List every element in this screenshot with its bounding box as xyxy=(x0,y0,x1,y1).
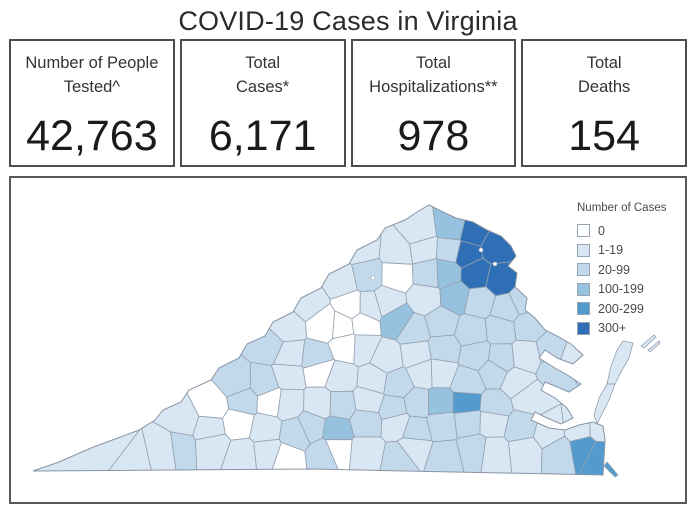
county-polygon[interactable] xyxy=(271,213,358,300)
legend-swatch xyxy=(577,243,590,257)
county-polygon[interactable] xyxy=(411,258,439,289)
island-polygon[interactable] xyxy=(640,334,657,349)
county-polygon[interactable] xyxy=(455,433,487,480)
county-polygon[interactable] xyxy=(170,431,198,480)
kpi-label-line2: Hospitalizations** xyxy=(369,77,498,96)
kpi-card-tested: Number of People Tested^ 42,763 xyxy=(9,39,175,167)
town-dot xyxy=(492,261,498,267)
kpi-row: Number of People Tested^ 42,763 Total Ca… xyxy=(9,39,687,167)
legend-swatch xyxy=(577,282,590,296)
county-polygon[interactable] xyxy=(351,257,383,293)
kpi-label: Total Hospitalizations** xyxy=(369,52,497,100)
kpi-value: 978 xyxy=(397,112,470,160)
state-outline xyxy=(32,204,606,476)
kpi-card-hospitalizations: Total Hospitalizations** 978 xyxy=(350,39,517,167)
eastern-shore-county[interactable] xyxy=(606,340,634,385)
kpi-label-line1: Total xyxy=(586,54,622,72)
legend-label: 200-299 xyxy=(598,301,644,316)
legend-item-100-199[interactable]: 100-199 xyxy=(577,280,666,300)
legend-title: Number of Cases xyxy=(577,202,667,214)
town-dot xyxy=(478,247,484,253)
county-polygon[interactable] xyxy=(452,391,482,414)
kpi-card-deaths: Total Deaths 154 xyxy=(521,39,687,167)
kpi-label-line2: Cases* xyxy=(236,77,290,96)
county-polygon[interactable] xyxy=(23,196,143,480)
legend-label: 100-199 xyxy=(598,282,644,297)
kpi-label-line1: Total xyxy=(245,54,281,72)
county-polygon[interactable] xyxy=(127,196,308,343)
county-polygon[interactable] xyxy=(453,313,488,347)
county-polygon[interactable] xyxy=(252,196,384,266)
kpi-value: 154 xyxy=(568,112,640,160)
county-polygon[interactable] xyxy=(560,392,591,442)
county-polygon[interactable] xyxy=(348,409,383,438)
legend-item-300+[interactable]: 300+ xyxy=(577,319,666,339)
eastern-shore-county[interactable] xyxy=(593,383,616,426)
kpi-label: Total Deaths xyxy=(578,52,630,100)
kpi-value: 6,171 xyxy=(208,112,317,160)
county-polygon[interactable] xyxy=(426,411,458,443)
county-polygon[interactable] xyxy=(164,196,331,323)
island-polygon[interactable] xyxy=(647,340,661,353)
kpi-label-line2: Deaths xyxy=(577,77,631,96)
county-polygon[interactable] xyxy=(453,409,481,439)
county-polygon[interactable] xyxy=(348,436,387,480)
map-panel: Number of Cases 0 1-19 20-99 100-199 200-299… xyxy=(9,176,687,504)
county-polygon[interactable] xyxy=(248,412,283,443)
legend-item-0[interactable]: 0 xyxy=(577,221,666,241)
kpi-label: Total Cases* xyxy=(236,52,289,100)
legend-item-20-99[interactable]: 20-99 xyxy=(577,260,666,280)
kpi-card-cases: Total Cases* 6,171 xyxy=(179,39,346,167)
legend-label: 20-99 xyxy=(598,262,630,277)
legend-swatch xyxy=(577,302,590,316)
kpi-label-line2: Tested^ xyxy=(63,77,121,96)
virginia-choropleth-map[interactable] xyxy=(11,178,685,502)
legend-swatch xyxy=(577,224,590,238)
map-legend: Number of Cases 0 1-19 20-99 100-199 200-299… xyxy=(577,202,666,338)
coastal-sliver[interactable] xyxy=(603,461,619,478)
county-polygon[interactable] xyxy=(47,196,200,437)
legend-item-200-299[interactable]: 200-299 xyxy=(577,299,666,319)
kpi-label-line1: Total xyxy=(415,54,451,72)
kpi-label: Number of People Tested^ xyxy=(25,52,158,100)
county-polygon[interactable] xyxy=(428,387,454,416)
legend-label: 300+ xyxy=(598,321,627,336)
legend-label: 0 xyxy=(598,223,605,238)
county-polygon[interactable] xyxy=(86,222,251,398)
page-title: COVID-19 Cases in Virginia xyxy=(178,6,518,36)
legend-item-1-19[interactable]: 1-19 xyxy=(577,241,666,261)
kpi-label-line1: Number of People xyxy=(25,54,159,72)
legend-label: 1-19 xyxy=(598,243,624,258)
legend-swatch xyxy=(577,263,590,277)
town-dot xyxy=(370,275,376,281)
kpi-value: 42,763 xyxy=(26,112,158,160)
legend-swatch xyxy=(577,321,590,335)
legend-rows: 0 1-19 20-99 100-199 200-299 300+ xyxy=(577,221,666,338)
county-polygon[interactable] xyxy=(63,196,284,366)
